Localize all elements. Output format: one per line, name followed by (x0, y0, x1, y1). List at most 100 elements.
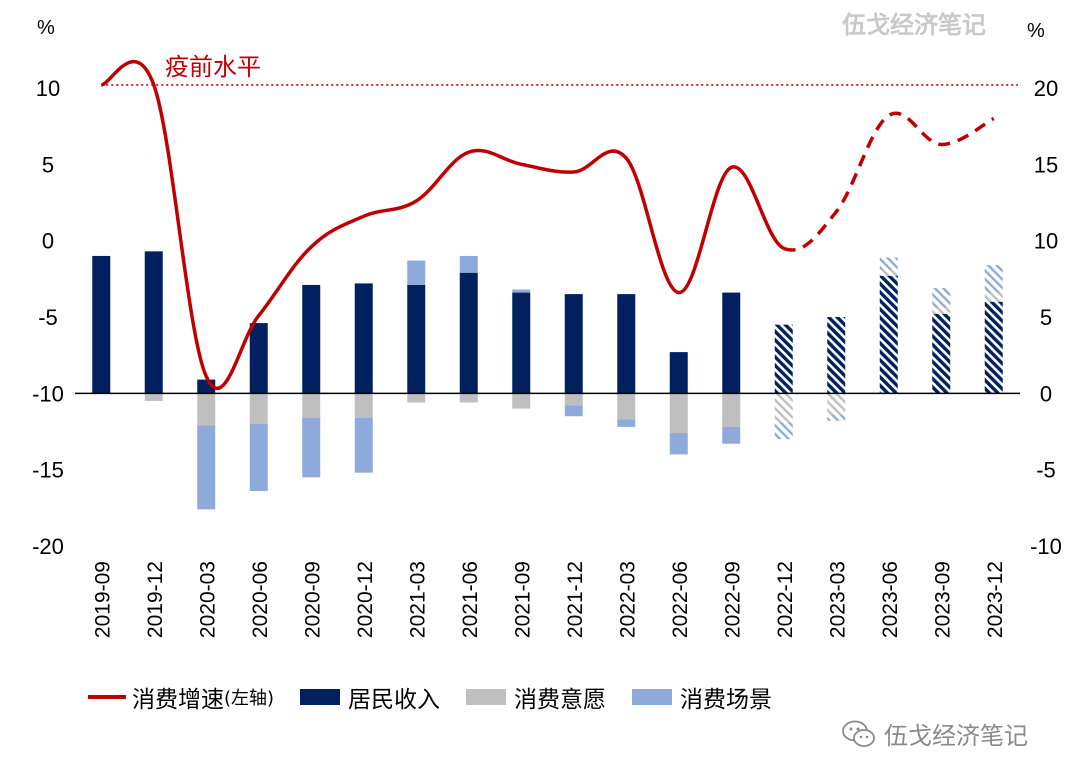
bar-willingness-2021-12 (564, 393, 583, 406)
bar-income-2019-12 (144, 251, 163, 394)
x-axis-tick: 2023-09 (931, 561, 954, 638)
legend-item-consumption-growth: 消费增速 (左轴) (88, 680, 274, 714)
x-axis-tick: 2023-06 (879, 561, 902, 638)
right-axis-unit: % (1027, 20, 1045, 42)
x-axis-tick: 2022-12 (774, 561, 797, 638)
left-axis-unit: % (37, 17, 55, 39)
bar-income-2023-06 (879, 275, 898, 394)
bar-income-2023-12 (984, 301, 1003, 394)
x-axis-tick: 2021-12 (564, 561, 587, 638)
bar-willingness-2021-06 (459, 393, 478, 403)
x-axis-tick: 2021-06 (459, 561, 482, 638)
legend-swatch (300, 689, 341, 705)
right-axis-tick: -5 (1036, 458, 1056, 483)
bar-income-2021-12 (564, 294, 583, 394)
bar-scenario-2023-03 (827, 414, 846, 421)
bar-income-2022-09 (722, 292, 741, 394)
left-axis-tick: -15 (32, 458, 64, 483)
left-axis-tick: -10 (32, 381, 64, 406)
bar-income-2022-06 (669, 352, 688, 394)
bar-willingness-2020-09 (302, 393, 321, 418)
bar-willingness-2023-03 (827, 393, 846, 415)
watermark-text: 伍戈经济笔记 (884, 722, 1028, 750)
right-axis-tick: 0 (1040, 381, 1052, 406)
legend: 消费增速 (左轴) 居民收入 消费意愿 消费场景 (88, 680, 798, 714)
left-axis-tick: -20 (32, 534, 64, 559)
x-axis-tick: 2022-06 (669, 561, 692, 638)
bar-scenario-2022-12 (774, 422, 793, 440)
x-axis-tick: 2020-12 (354, 561, 377, 638)
right-axis-tick: -10 (1030, 534, 1062, 559)
bar-willingness-2022-03 (617, 393, 636, 420)
x-axis-tick: 2020-09 (301, 561, 324, 638)
x-axis-tick: 2021-09 (511, 561, 534, 638)
bar-income-2021-06 (459, 272, 478, 394)
line-consumption-growth-actual (100, 59, 785, 390)
bar-scenario-2022-09 (722, 426, 741, 444)
bar-income-2023-09 (932, 313, 951, 394)
bar-willingness-2022-09 (722, 393, 741, 427)
bar-willingness-2023-09 (932, 307, 951, 314)
bar-willingness-2020-06 (249, 393, 268, 424)
x-axis-tick: 2019-09 (91, 561, 114, 638)
bar-scenario-2022-03 (617, 419, 636, 427)
legend-label: 消费增速 (132, 687, 224, 713)
legend-axis-note: (左轴) (224, 688, 275, 709)
bar-scenario-2023-12 (984, 265, 1003, 293)
right-axis-tick: 15 (1034, 152, 1058, 177)
x-axis-tick: 2022-03 (616, 561, 639, 638)
legend-label: 消费意愿 (514, 687, 607, 713)
legend-swatch (466, 689, 507, 705)
x-axis-tick: 2020-06 (249, 561, 272, 638)
bar-willingness-2022-12 (774, 393, 793, 423)
bar-scenario-2020-09 (302, 417, 321, 478)
watermark-bottom: 伍戈经济笔记 (840, 716, 1028, 751)
legend-swatch (632, 689, 673, 705)
bar-willingness-2023-06 (879, 269, 898, 276)
legend-item-income: 居民收入 (300, 680, 440, 714)
bar-scenario-2023-09 (932, 287, 951, 308)
right-axis-tick: 5 (1040, 305, 1052, 330)
wechat-icon (842, 720, 875, 747)
watermark-top: 伍戈经济笔记 (842, 11, 986, 39)
bar-scenario-2021-03 (407, 260, 426, 285)
bar-scenario-2021-12 (564, 405, 583, 417)
x-axis-tick: 2022-09 (721, 561, 744, 638)
bar-income-2021-09 (512, 292, 531, 394)
legend-item-scenario: 消费场景 (632, 680, 772, 714)
bar-income-2020-06 (249, 323, 268, 394)
x-axis-tick: 2020-03 (196, 561, 219, 638)
legend-swatch-line (88, 695, 126, 699)
bar-willingness-2022-06 (669, 393, 688, 434)
line-consumption-growth-forecast (783, 111, 995, 252)
left-axis-tick: -5 (38, 305, 58, 330)
x-axis-tick: 2021-03 (406, 561, 429, 638)
x-axis-tick: 2023-03 (826, 561, 849, 638)
bar-income-2019-09 (92, 255, 111, 394)
bar-income-2023-03 (827, 317, 846, 394)
bar-scenario-2022-06 (669, 433, 688, 455)
bar-income-2022-03 (617, 294, 636, 394)
bar-income-2022-12 (774, 324, 793, 394)
bar-income-2020-09 (302, 284, 321, 394)
right-axis-tick: 10 (1034, 229, 1058, 254)
left-axis-tick: 0 (42, 229, 54, 254)
bar-willingness-2020-03 (197, 393, 216, 426)
reference-line-label: 疫前水平 (165, 53, 261, 81)
bar-scenario-2023-06 (879, 257, 898, 270)
bar-income-2021-03 (407, 284, 426, 394)
bar-scenario-2021-09 (512, 289, 531, 293)
bar-willingness-2019-12 (144, 393, 163, 401)
bar-willingness-2021-09 (512, 393, 531, 409)
bar-scenario-2020-06 (249, 423, 268, 492)
left-axis-tick: 10 (36, 76, 60, 101)
bar-willingness-2020-12 (354, 393, 373, 418)
x-axis-tick: 2019-12 (144, 561, 167, 638)
left-axis-tick: 5 (42, 152, 54, 177)
bar-scenario-2020-12 (354, 417, 373, 473)
bar-scenario-2020-03 (197, 425, 216, 510)
x-axis-tick: 2023-12 (984, 561, 1007, 638)
legend-item-willingness: 消费意愿 (466, 680, 606, 714)
bar-scenario-2021-06 (459, 255, 478, 273)
